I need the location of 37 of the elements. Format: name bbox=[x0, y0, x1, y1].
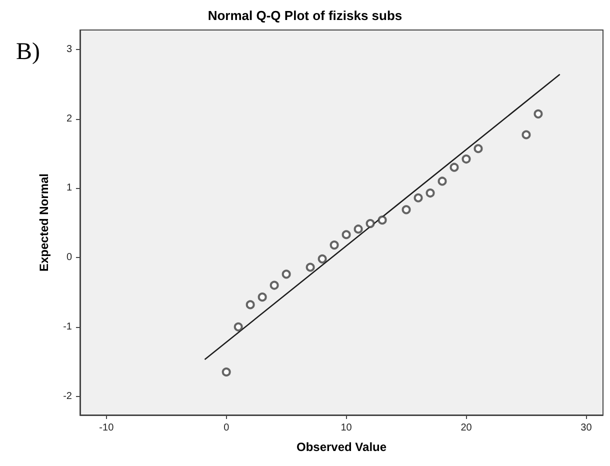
point bbox=[258, 292, 267, 302]
y-tick-label: 3 bbox=[66, 44, 72, 55]
point bbox=[270, 280, 279, 290]
y-tick-label: 2 bbox=[66, 113, 72, 124]
x-tick-label: -10 bbox=[99, 422, 114, 434]
point bbox=[282, 270, 291, 279]
point bbox=[414, 193, 423, 202]
x-tick-label: 30 bbox=[580, 422, 592, 434]
x-tick-label: 20 bbox=[460, 422, 472, 434]
text: B) bbox=[16, 39, 40, 65]
point bbox=[402, 205, 411, 214]
x-tick-label: 10 bbox=[340, 422, 352, 434]
point bbox=[222, 367, 231, 376]
point bbox=[318, 254, 327, 264]
point bbox=[426, 188, 435, 198]
chart-title: Normal Q-Q Plot of fizisks subs bbox=[208, 8, 402, 23]
point bbox=[450, 162, 459, 172]
y-tick-label: 1 bbox=[66, 182, 72, 194]
y-axis-title: Expected Normal bbox=[37, 173, 51, 272]
point bbox=[246, 300, 255, 310]
point bbox=[522, 130, 531, 140]
point bbox=[378, 216, 387, 225]
point bbox=[342, 230, 351, 240]
point bbox=[534, 109, 543, 118]
point bbox=[462, 154, 471, 164]
y-tick-label: -1 bbox=[63, 321, 72, 332]
point bbox=[366, 219, 375, 228]
point bbox=[474, 144, 483, 154]
point bbox=[234, 322, 243, 332]
x-axis-title: Observed Value bbox=[296, 440, 387, 454]
x-tick-label: 0 bbox=[224, 422, 230, 434]
point bbox=[354, 224, 363, 234]
point bbox=[330, 240, 339, 250]
point bbox=[306, 262, 315, 272]
y-tick-label: -2 bbox=[63, 390, 72, 402]
point bbox=[438, 176, 447, 186]
y-tick-label: 0 bbox=[66, 252, 72, 264]
